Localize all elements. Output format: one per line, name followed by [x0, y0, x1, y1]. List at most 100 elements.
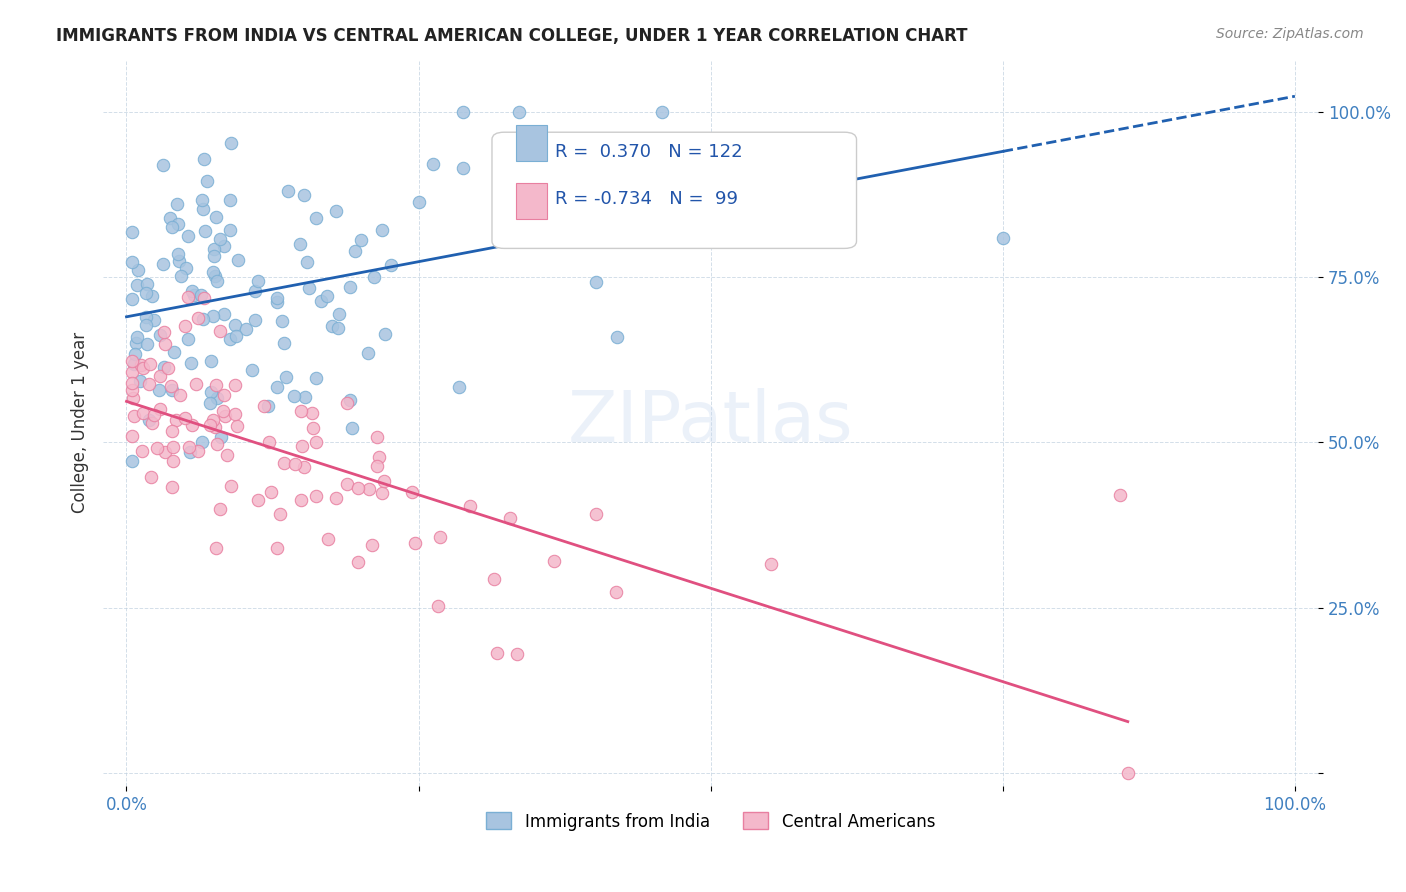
Point	[181, 417, 204, 432]
Point	[125, 277, 148, 292]
Point	[367, 450, 389, 464]
Point	[125, 330, 148, 344]
Point	[204, 377, 226, 392]
Point	[269, 507, 291, 521]
Point	[153, 325, 176, 339]
Point	[404, 536, 426, 550]
Point	[288, 236, 311, 251]
Point	[149, 402, 172, 417]
Point	[187, 443, 209, 458]
Point	[499, 511, 522, 525]
Point	[170, 268, 193, 283]
Point	[121, 376, 143, 390]
Point	[160, 384, 183, 398]
Point	[191, 312, 214, 326]
Point	[121, 453, 143, 467]
Point	[325, 204, 347, 219]
Point	[508, 105, 530, 120]
Point	[160, 220, 183, 235]
Point	[346, 555, 368, 569]
Point	[204, 420, 226, 434]
Point	[165, 413, 187, 427]
Point	[166, 197, 188, 211]
Point	[129, 375, 152, 389]
Point	[212, 388, 235, 402]
Point	[759, 557, 782, 571]
Point	[219, 193, 242, 207]
Y-axis label: College, Under 1 year: College, Under 1 year	[72, 332, 89, 513]
Point	[370, 223, 392, 237]
Point	[266, 295, 288, 310]
Point	[242, 363, 264, 377]
Point	[177, 228, 200, 243]
Point	[184, 377, 207, 392]
Point	[343, 244, 366, 258]
Point	[139, 357, 162, 371]
Point	[536, 158, 558, 172]
Point	[197, 174, 219, 188]
Point	[121, 383, 143, 397]
Point	[200, 385, 222, 400]
Point	[585, 508, 607, 522]
Point	[274, 369, 297, 384]
Point	[224, 408, 246, 422]
Point	[339, 392, 361, 407]
Point	[447, 380, 470, 394]
Text: ZIPatlas: ZIPatlas	[568, 388, 853, 458]
Point	[284, 458, 307, 472]
Point	[121, 428, 143, 442]
Point	[247, 493, 270, 508]
Point	[201, 309, 224, 323]
Point	[295, 255, 318, 269]
Point	[219, 223, 242, 237]
Point	[121, 353, 143, 368]
Point	[174, 318, 197, 333]
Point	[273, 456, 295, 470]
Point	[551, 179, 574, 194]
Point	[429, 530, 451, 544]
Point	[135, 318, 157, 332]
Point	[294, 390, 316, 404]
Point	[212, 404, 235, 418]
Point	[153, 445, 176, 459]
Point	[225, 328, 247, 343]
Point	[160, 424, 183, 438]
Point	[243, 313, 266, 327]
Point	[283, 389, 305, 403]
Point	[305, 489, 328, 503]
Point	[194, 224, 217, 238]
Point	[121, 365, 143, 379]
Text: R = -0.734   N =  99: R = -0.734 N = 99	[555, 190, 738, 209]
Point	[505, 647, 527, 661]
Point	[153, 360, 176, 375]
Point	[292, 188, 315, 202]
Point	[122, 391, 145, 405]
Point	[219, 478, 242, 492]
Point	[208, 324, 231, 338]
Point	[205, 210, 228, 224]
Point	[146, 442, 169, 456]
Point	[152, 258, 174, 272]
Point	[357, 346, 380, 360]
Point	[174, 261, 197, 276]
Point	[148, 383, 170, 397]
Point	[202, 242, 225, 256]
Point	[224, 377, 246, 392]
Point	[336, 477, 359, 491]
Point	[325, 491, 347, 505]
Point	[167, 247, 190, 261]
Point	[141, 289, 163, 303]
Point	[235, 322, 257, 336]
Point	[266, 291, 288, 305]
Point	[373, 474, 395, 488]
Point	[208, 501, 231, 516]
Point	[326, 321, 349, 335]
Point	[318, 532, 340, 546]
Point	[401, 484, 423, 499]
Point	[277, 184, 299, 198]
Point	[162, 440, 184, 454]
Point	[217, 448, 239, 462]
Point	[160, 480, 183, 494]
Point	[179, 445, 201, 459]
Point	[149, 327, 172, 342]
